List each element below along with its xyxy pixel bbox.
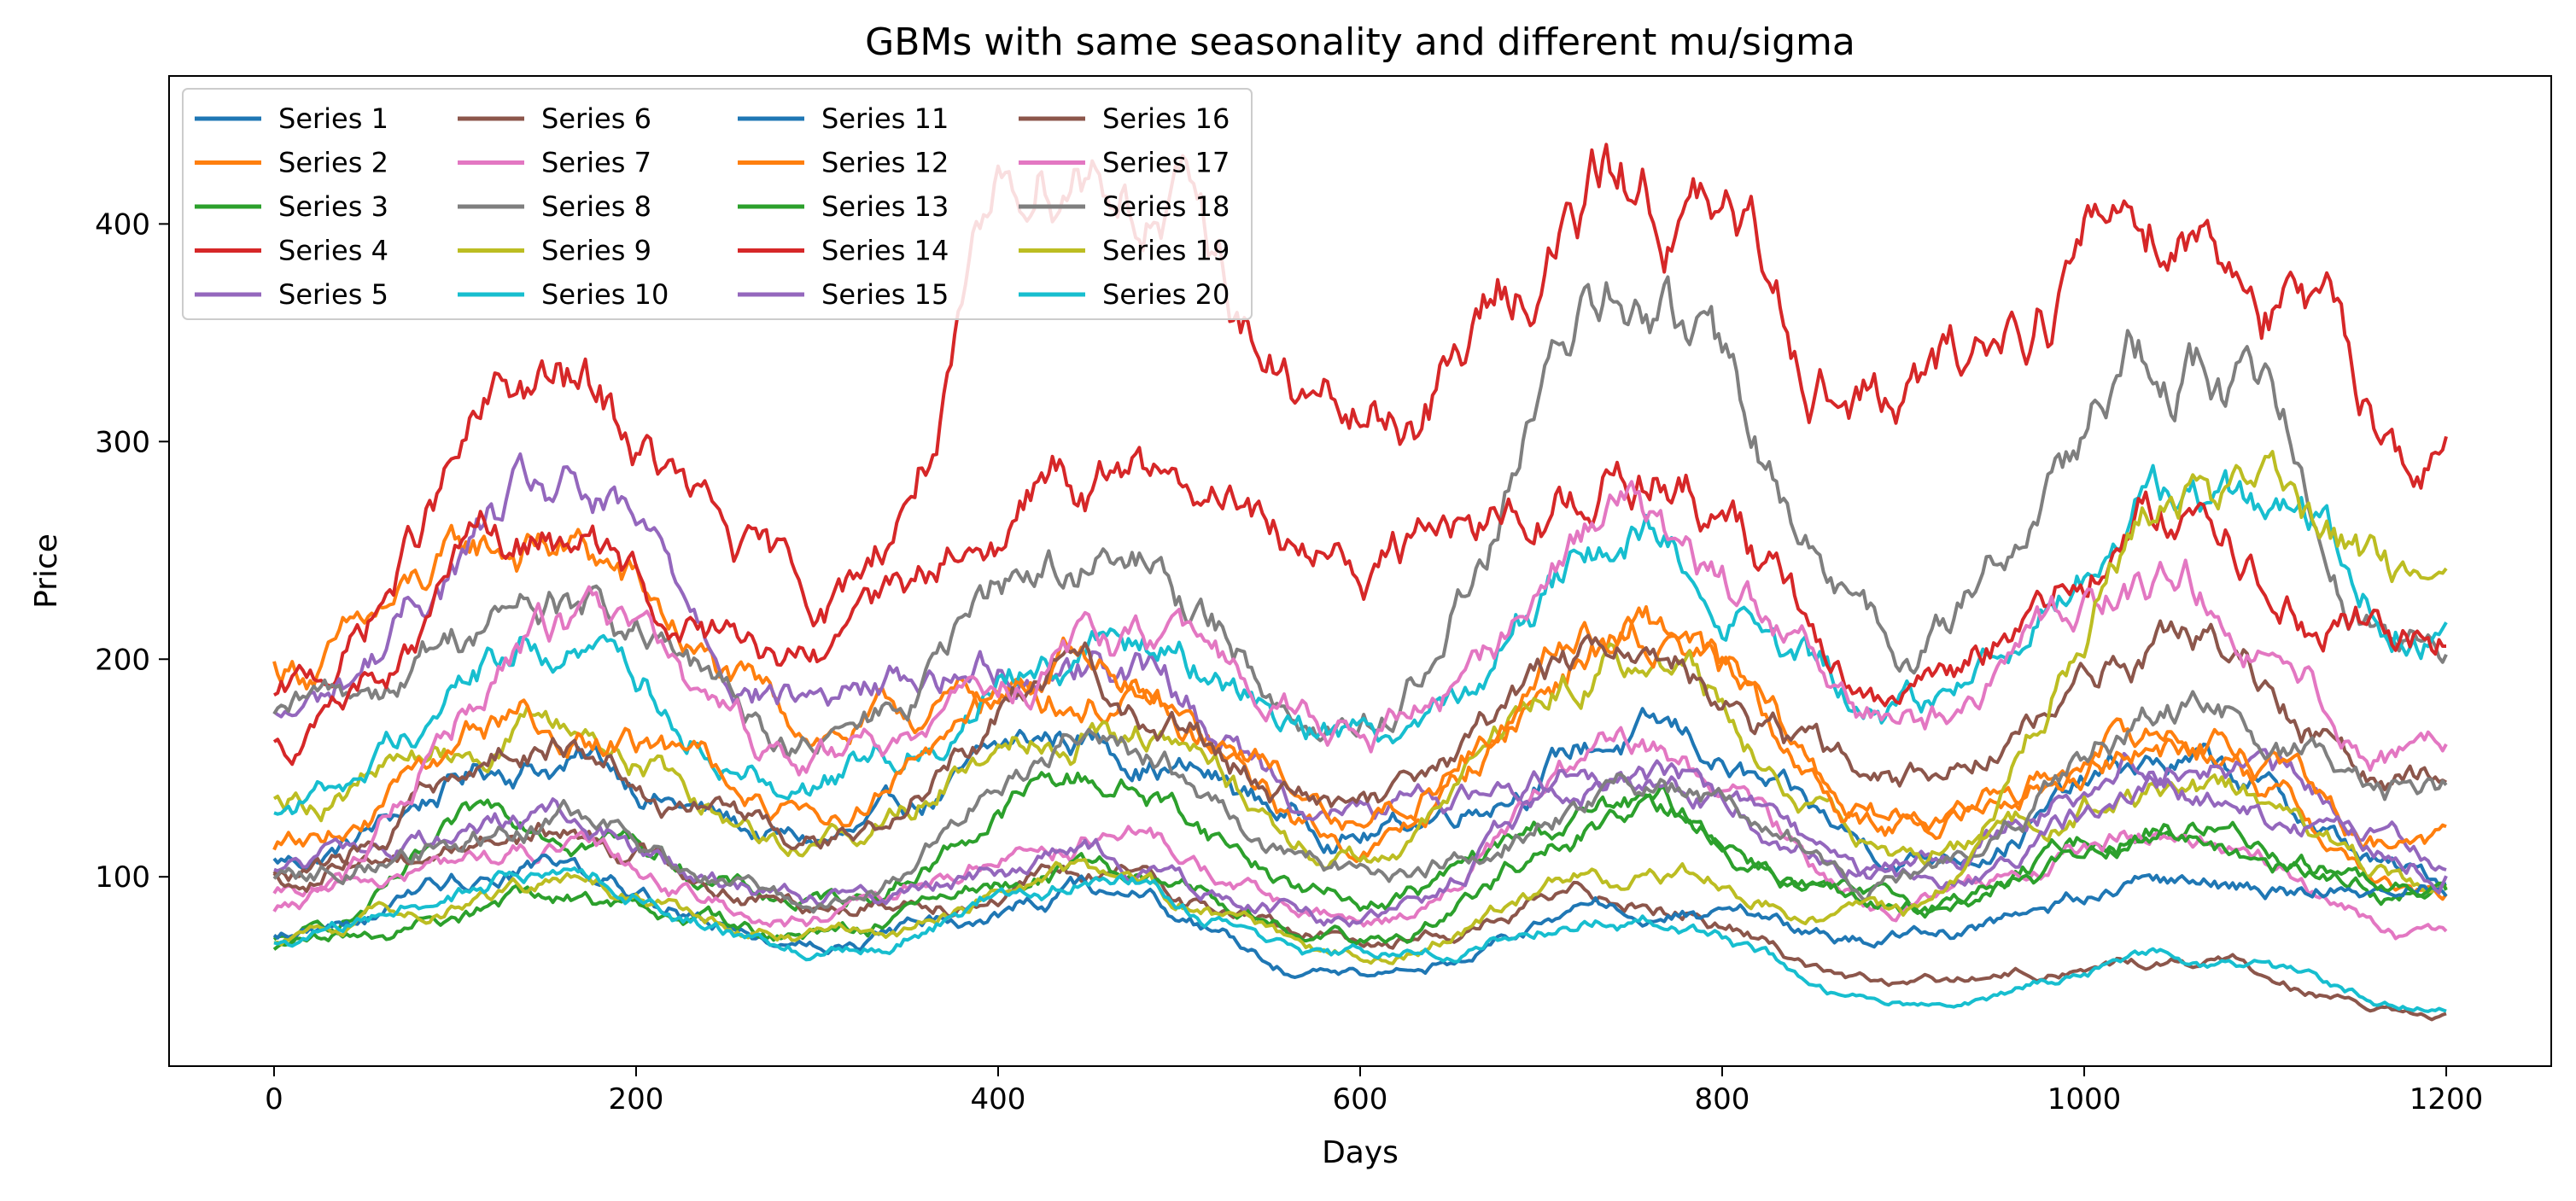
- x-tick-label: 200: [609, 1082, 664, 1116]
- legend-entry: Series 7: [541, 147, 651, 179]
- y-tick-label: 200: [95, 643, 150, 677]
- y-tick-label: 400: [95, 207, 150, 242]
- legend-entry: Series 3: [278, 190, 388, 223]
- legend-entry: Series 1: [278, 102, 388, 135]
- series-line: [273, 463, 2448, 816]
- legend-entry: Series 14: [821, 235, 949, 267]
- legend-entry: Series 11: [821, 102, 949, 135]
- legend-entry: Series 6: [541, 102, 651, 135]
- legend-entry: Series 13: [821, 190, 949, 223]
- series-line: [272, 275, 2448, 760]
- y-tick-label: 100: [95, 860, 150, 895]
- legend: Series 1 Series 2 Series 3 Series 4 Series 5…: [182, 88, 1253, 320]
- x-tick-label: 800: [1695, 1082, 1750, 1116]
- x-tick-label: 600: [1333, 1082, 1388, 1116]
- chart-title: GBMs with same seasonality and different…: [865, 20, 1855, 64]
- legend-entry: Series 16: [1102, 102, 1230, 135]
- series-line: [273, 450, 2448, 965]
- series-line: [272, 452, 2447, 880]
- legend-entry: Series 4: [278, 235, 388, 267]
- series-line: [272, 621, 2447, 851]
- y-tick-label: 300: [95, 425, 150, 459]
- legend-entry: Series 15: [821, 278, 949, 311]
- series-line: [272, 793, 2448, 951]
- legend-entry: Series 17: [1102, 147, 1230, 179]
- series-line: [272, 771, 2447, 943]
- series-line: [272, 690, 2448, 914]
- x-axis-label: Days: [1322, 1135, 1399, 1170]
- legend-entry: Series 8: [541, 190, 651, 223]
- legend-entry: Series 12: [821, 147, 949, 179]
- legend-entry: Series 5: [278, 278, 388, 311]
- y-axis: 100 200 300 400: [95, 207, 169, 895]
- y-axis-label: Price: [29, 533, 64, 609]
- series-line: [273, 866, 2447, 1013]
- legend-entry: Series 9: [541, 235, 651, 267]
- legend-entry: Series 2: [278, 147, 388, 179]
- series-layer: [272, 143, 2448, 1022]
- series-line: [273, 759, 2448, 928]
- legend-entry: Series 10: [541, 278, 669, 311]
- legend-entry: Series 19: [1102, 235, 1230, 267]
- legend-entry: Series 18: [1102, 190, 1230, 223]
- x-axis: 0 200 400 600 800 1000 1200: [265, 1066, 2483, 1116]
- series-line: [273, 143, 2448, 697]
- legend-frame: [182, 88, 1253, 320]
- legend-entry: Series 20: [1102, 278, 1230, 311]
- series-line: [272, 480, 2448, 912]
- series-line: [272, 619, 2447, 893]
- series-line: [272, 642, 2448, 894]
- x-tick-label: 400: [971, 1082, 1026, 1116]
- x-tick-label: 1000: [2047, 1082, 2122, 1116]
- x-tick-label: 1200: [2410, 1082, 2484, 1116]
- x-tick-label: 0: [265, 1082, 283, 1116]
